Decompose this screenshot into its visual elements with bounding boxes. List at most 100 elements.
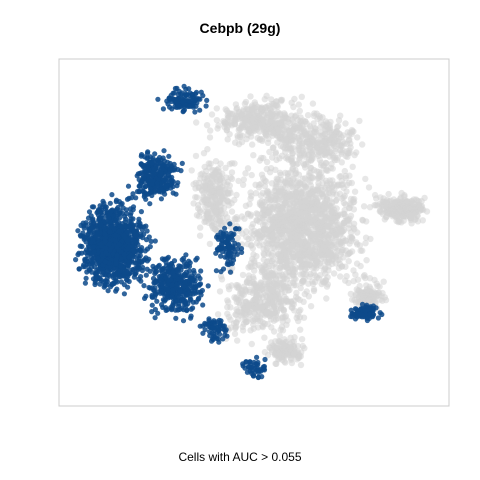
inactive-cell-point xyxy=(296,314,304,321)
active-cell-point xyxy=(177,288,183,294)
active-cell-point xyxy=(153,279,159,285)
active-cell-point xyxy=(77,232,83,238)
inactive-cell-point xyxy=(281,293,288,301)
active-cell-point xyxy=(143,272,149,278)
inactive-cell-point xyxy=(296,137,303,144)
active-cell-point xyxy=(94,230,101,236)
active-cell-point xyxy=(159,163,166,169)
inactive-cell-point xyxy=(252,285,259,293)
inactive-cell-point xyxy=(321,265,329,273)
active-cell-point xyxy=(209,338,215,344)
active-cell-point xyxy=(139,152,145,158)
active-cell-point xyxy=(90,244,96,250)
inactive-cell-point xyxy=(232,319,240,326)
inactive-cell-point xyxy=(237,301,244,309)
inactive-cell-point xyxy=(253,240,261,247)
inactive-cell-point xyxy=(247,242,255,249)
inactive-cell-point xyxy=(381,216,388,223)
active-cell-point xyxy=(104,276,110,282)
active-cell-point xyxy=(156,262,162,268)
active-cell-point xyxy=(204,97,210,103)
inactive-cell-point xyxy=(338,142,345,149)
inactive-cell-point xyxy=(257,135,264,143)
active-cell-point xyxy=(106,260,112,266)
inactive-cell-point xyxy=(289,214,296,222)
inactive-cell-point xyxy=(354,276,362,283)
active-cell-point xyxy=(142,257,148,263)
inactive-cell-point xyxy=(322,208,329,216)
inactive-cell-point xyxy=(254,313,261,321)
inactive-cell-point xyxy=(216,215,224,223)
inactive-cell-point xyxy=(258,268,265,276)
active-cell-point xyxy=(97,275,103,281)
inactive-cell-point xyxy=(330,270,338,277)
active-cell-point xyxy=(158,288,164,294)
inactive-cell-point xyxy=(285,257,293,265)
inactive-cell-point xyxy=(254,217,261,224)
active-cell-point xyxy=(198,268,204,274)
active-cell-point xyxy=(88,213,94,219)
inactive-cell-point xyxy=(341,210,348,218)
inactive-cell-point xyxy=(388,200,396,207)
inactive-cell-point xyxy=(342,120,349,127)
active-cell-point xyxy=(78,222,84,228)
inactive-cell-point xyxy=(296,156,303,163)
active-cell-point xyxy=(112,271,118,277)
inactive-cell-point xyxy=(421,194,428,202)
inactive-cell-point xyxy=(199,170,206,177)
active-cell-point xyxy=(200,302,206,308)
inactive-cell-point xyxy=(265,195,272,202)
inactive-cell-point xyxy=(297,284,304,292)
inactive-cell-point xyxy=(363,218,370,225)
inactive-cell-point xyxy=(340,184,347,191)
inactive-cell-point xyxy=(290,160,297,167)
inactive-cell-point xyxy=(299,342,306,350)
active-cell-point xyxy=(179,296,185,302)
inactive-cell-point xyxy=(297,306,304,314)
inactive-cell-point xyxy=(256,298,264,305)
inactive-cell-point xyxy=(257,116,264,123)
inactive-cell-point xyxy=(272,217,279,224)
inactive-cell-point xyxy=(334,182,341,189)
active-cell-point xyxy=(95,255,101,261)
active-cell-point xyxy=(168,92,174,98)
chart-title: Cebpb (29g) xyxy=(199,20,281,36)
active-cell-point xyxy=(89,269,95,275)
active-cell-point xyxy=(214,329,220,335)
inactive-cell-point xyxy=(268,108,275,115)
inactive-cell-point xyxy=(243,118,251,126)
inactive-cell-point xyxy=(239,181,247,188)
inactive-cell-point xyxy=(224,310,231,317)
inactive-cell-point xyxy=(273,156,280,164)
inactive-cell-point xyxy=(332,136,339,144)
inactive-cell-point xyxy=(244,210,252,218)
active-cell-point xyxy=(82,280,88,286)
inactive-cell-point xyxy=(227,316,234,323)
inactive-cell-point xyxy=(418,205,426,213)
inactive-cell-point xyxy=(307,125,314,132)
inactive-cell-point xyxy=(336,237,343,245)
inactive-cell-point xyxy=(314,175,321,182)
active-cell-point xyxy=(113,218,119,224)
active-cell-point xyxy=(92,279,98,285)
inactive-cell-point xyxy=(246,128,253,135)
active-cell-point xyxy=(81,235,88,241)
active-cell-point xyxy=(194,255,200,261)
inactive-cell-point xyxy=(251,124,259,131)
inactive-cell-point xyxy=(218,210,225,217)
inactive-cell-point xyxy=(291,133,298,140)
inactive-cell-point xyxy=(260,256,267,263)
inactive-cell-point xyxy=(215,171,222,179)
inactive-cell-point xyxy=(362,175,369,183)
inactive-cell-point xyxy=(200,150,208,157)
active-cell-point xyxy=(143,196,149,202)
inactive-cell-point xyxy=(228,169,236,176)
inactive-cell-point xyxy=(313,274,321,281)
inactive-cell-point xyxy=(336,131,343,138)
active-cell-point xyxy=(137,223,143,229)
active-cell-point xyxy=(102,231,108,237)
inactive-cell-point xyxy=(270,317,278,324)
active-cell-point xyxy=(117,273,123,280)
inactive-cell-point xyxy=(309,139,316,146)
inactive-cell-point xyxy=(319,114,326,121)
